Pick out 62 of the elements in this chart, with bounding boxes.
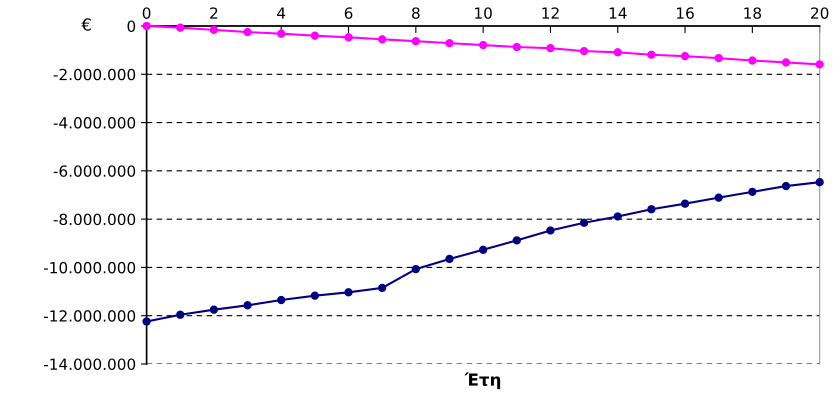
point: [243, 301, 252, 310]
y-tick-label: -8.000.000: [54, 214, 136, 226]
point: [210, 26, 218, 34]
point: [614, 48, 622, 56]
point: [580, 218, 588, 227]
point: [680, 200, 690, 208]
x-tick-label: 12: [542, 7, 559, 19]
x-tick-label: 6: [344, 7, 352, 19]
point: [546, 226, 555, 235]
point: [478, 40, 488, 50]
point: [210, 306, 218, 314]
point: [816, 60, 824, 69]
point: [478, 246, 488, 254]
point: [647, 205, 656, 214]
point: [680, 52, 690, 60]
point: [277, 30, 286, 38]
point: [378, 284, 386, 292]
point: [512, 236, 521, 245]
x-tick-label: 2: [210, 7, 218, 19]
point: [378, 35, 386, 44]
y-tick-label: -14.000.000: [44, 358, 136, 370]
point: [344, 33, 353, 42]
x-tick-label: 8: [412, 7, 420, 19]
point: [142, 317, 151, 326]
x-axis-title: Έτη: [464, 372, 500, 390]
point: [647, 50, 656, 59]
point: [176, 310, 184, 319]
y-tick-label: 0: [127, 20, 136, 32]
point: [445, 38, 454, 48]
y-axis-title: €: [81, 18, 91, 31]
point: [277, 296, 286, 304]
y-tick-label: -4.000.000: [54, 117, 136, 129]
point: [310, 31, 320, 40]
point: [816, 178, 824, 186]
x-tick-label: 20: [811, 7, 828, 19]
point: [310, 292, 320, 300]
x-tick-label: 10: [475, 7, 492, 19]
x-tick-label: 16: [677, 7, 694, 19]
y-tick-label: -6.000.000: [54, 165, 136, 177]
point: [243, 28, 252, 36]
point: [546, 44, 555, 52]
point: [344, 288, 353, 296]
point: [748, 56, 757, 65]
point: [714, 193, 723, 202]
point: [580, 46, 588, 56]
x-tick-label: 18: [744, 7, 762, 19]
point: [782, 182, 790, 190]
y-tick-label: -10.000.000: [44, 262, 136, 274]
x-tick-label: 4: [277, 8, 286, 19]
point: [176, 24, 184, 32]
y-tick-label: -2.000.000: [54, 68, 136, 80]
x-tick-label: 14: [610, 8, 627, 19]
point: [412, 37, 420, 46]
y-tick-label: -12.000.000: [44, 310, 136, 322]
point: [412, 264, 420, 274]
x-tick-label: 0: [142, 7, 150, 19]
point: [445, 254, 454, 264]
point: [714, 54, 723, 62]
point: [512, 42, 521, 52]
point: [748, 188, 757, 196]
point: [614, 212, 622, 221]
point: [782, 58, 790, 67]
